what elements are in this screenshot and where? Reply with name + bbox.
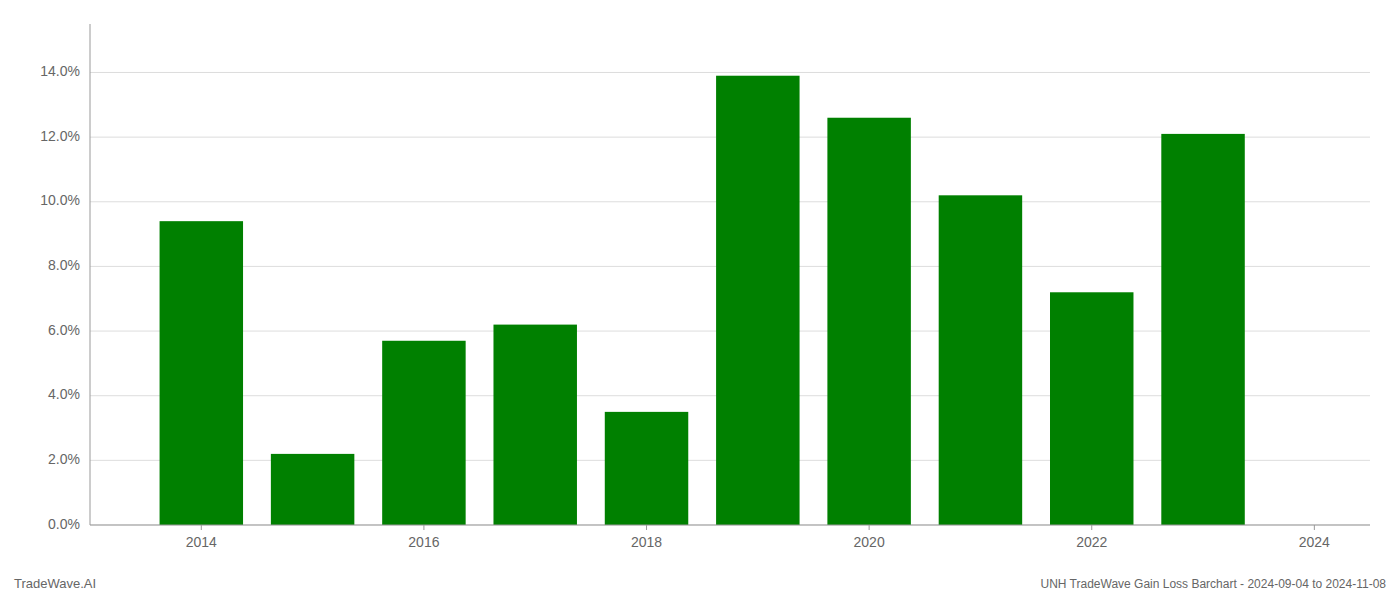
grid-line xyxy=(90,72,1370,73)
bar xyxy=(605,412,688,525)
x-tick-label: 2022 xyxy=(1076,534,1107,550)
x-tick xyxy=(423,525,424,530)
bars xyxy=(160,76,1245,525)
bar xyxy=(493,325,576,525)
bar xyxy=(1050,292,1133,525)
bar xyxy=(827,118,910,525)
watermark: TradeWave.AI xyxy=(14,576,96,591)
y-axis-line xyxy=(90,24,91,525)
y-tick-label: 2.0% xyxy=(48,451,80,467)
x-tick-label: 2024 xyxy=(1299,534,1330,550)
x-tick xyxy=(869,525,870,530)
title: UNH TradeWave Gain Loss Barchart - 2024-… xyxy=(1040,577,1386,591)
x-tick-label: 2018 xyxy=(631,534,662,550)
bar xyxy=(716,76,799,525)
y-tick-label: 4.0% xyxy=(48,386,80,402)
x-tick xyxy=(1314,525,1315,530)
y-tick-label: 12.0% xyxy=(40,128,80,144)
y-tick-label: 0.0% xyxy=(48,516,80,532)
bar xyxy=(271,454,354,525)
x-tick-label: 2020 xyxy=(854,534,885,550)
grid-line xyxy=(90,525,1370,526)
y-tick-label: 14.0% xyxy=(40,63,80,79)
bar xyxy=(939,195,1022,525)
chart: 0.0%2.0%4.0%6.0%8.0%10.0%12.0%14.0%20142… xyxy=(0,0,1400,600)
bar xyxy=(160,221,243,525)
y-tick-label: 10.0% xyxy=(40,192,80,208)
y-tick-labels: 0.0% 2.0% 4.0% 6.0% 8.0% 10.0% 12.0% 14.0% xyxy=(40,63,80,532)
x-tick xyxy=(201,525,202,530)
grid xyxy=(90,72,1370,525)
x-axis-line xyxy=(90,525,1370,526)
x-tick-label: 2016 xyxy=(408,534,439,550)
bar xyxy=(1161,134,1244,525)
y-tick-label: 8.0% xyxy=(48,257,80,273)
x-tick xyxy=(1091,525,1092,530)
bar xyxy=(382,341,465,525)
x-tick-label: 2014 xyxy=(186,534,217,550)
x-tick xyxy=(646,525,647,530)
y-tick-label: 6.0% xyxy=(48,322,80,338)
x-ticks: 2014 2016 2018 2020 2022 2024 xyxy=(186,525,1330,550)
